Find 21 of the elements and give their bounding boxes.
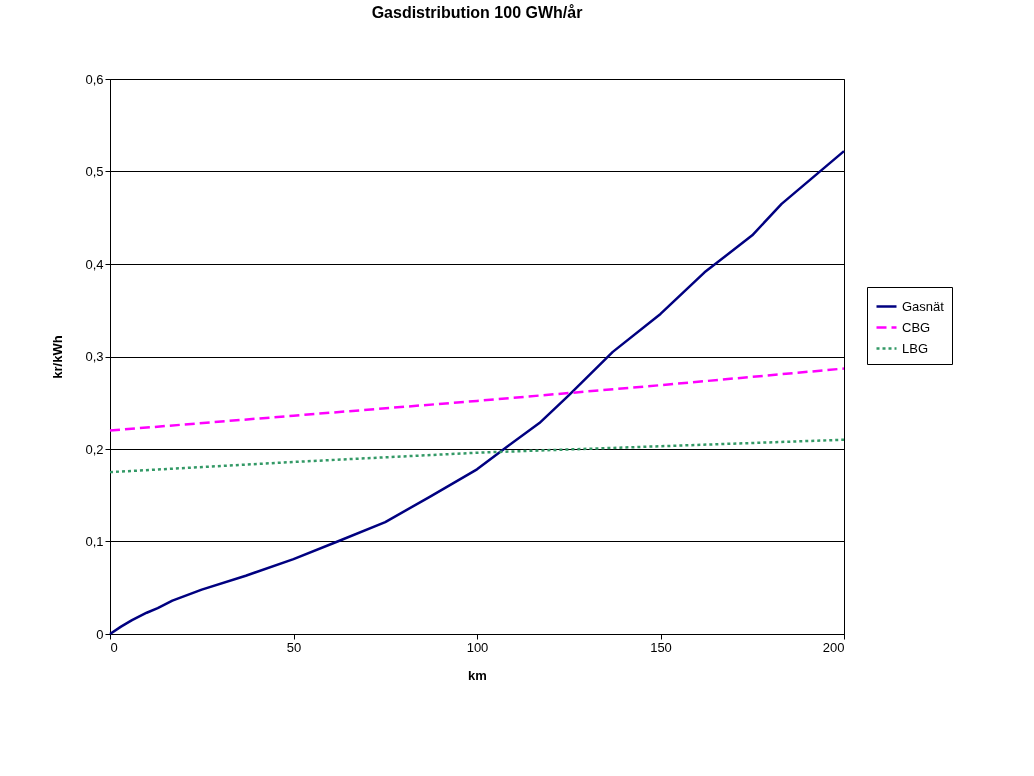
- x-tick-label: 0: [110, 639, 118, 655]
- line-series: [108, 149, 846, 636]
- legend-label: LBG: [902, 340, 929, 356]
- x-axis-title: km: [468, 667, 487, 683]
- line-series: [108, 438, 846, 474]
- y-tick-label: 0,4: [85, 256, 104, 272]
- legend-label: CBG: [902, 319, 931, 335]
- line-series: [108, 367, 846, 432]
- y-tick-label: 0,6: [85, 71, 104, 87]
- y-tick-label: 0: [96, 626, 104, 642]
- chart-title: Gasdistribution 100 GWh/år: [371, 4, 583, 21]
- x-tick-label: 200: [822, 639, 845, 655]
- x-tick-label: 50: [286, 639, 302, 655]
- y-tick-label: 0,3: [85, 349, 104, 364]
- y-tick-label: 0,5: [85, 164, 104, 179]
- y-tick-label: 0,2: [85, 441, 104, 457]
- y-axis-title: kr/kWh: [50, 335, 66, 379]
- x-tick-label: 150: [650, 639, 672, 655]
- legend-label: Gasnät: [902, 298, 945, 314]
- x-tick-label: 100: [466, 639, 489, 655]
- y-tick-label: 0,1: [85, 534, 104, 549]
